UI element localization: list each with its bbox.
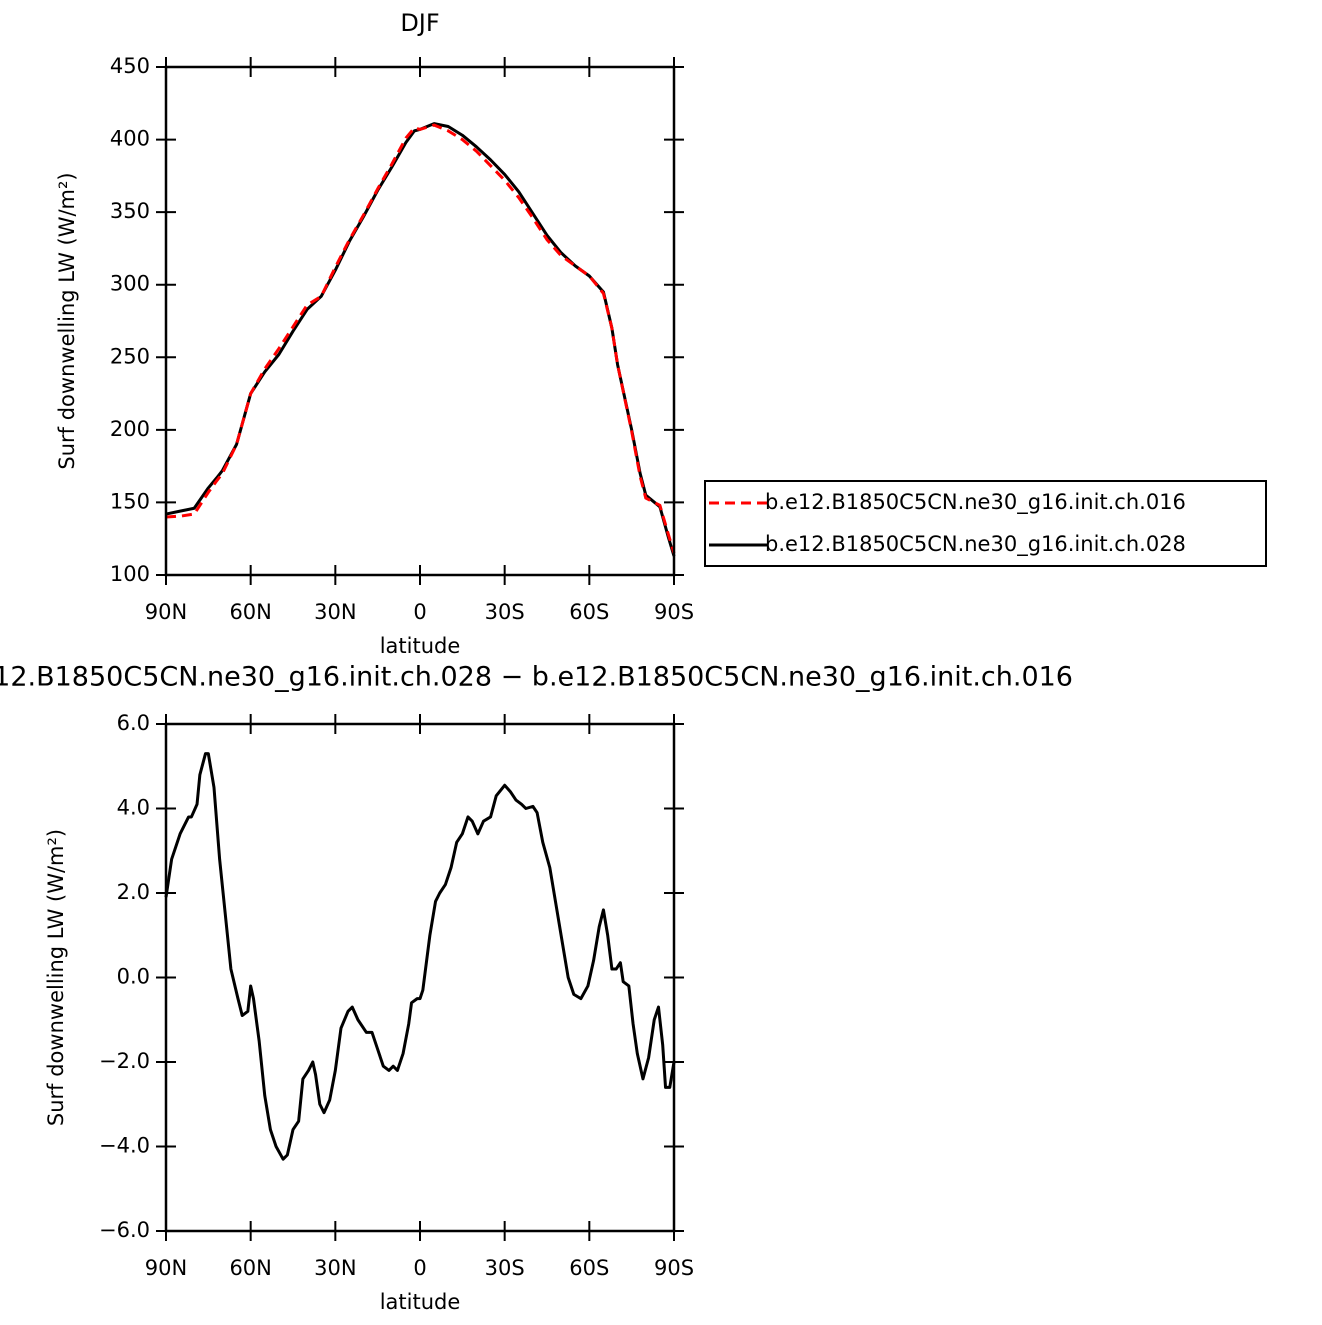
x-tick-label: 60N: [229, 1256, 271, 1280]
y-tick-label: 4.0: [117, 796, 150, 820]
y-tick-label: −2.0: [99, 1049, 150, 1073]
y-axis-label: Surf downwelling LW (W/m²): [44, 829, 68, 1126]
y-tick-label: −4.0: [99, 1134, 150, 1158]
y-tick-label: 6.0: [117, 711, 150, 735]
plot-frame: [164, 65, 676, 577]
x-tick-label: 30S: [485, 1256, 525, 1280]
x-axis-label: latitude: [380, 1290, 461, 1314]
x-axis-label: latitude: [380, 634, 461, 658]
y-tick-label: −6.0: [99, 1218, 150, 1242]
y-tick-label: 350: [110, 199, 150, 223]
data-line: [165, 122, 676, 557]
y-tick-label: 400: [110, 127, 150, 151]
x-tick-label: 60N: [229, 600, 271, 624]
plot-frame: [164, 722, 676, 1233]
y-tick-label: 450: [110, 54, 150, 78]
chart-title: DJF: [400, 9, 439, 37]
x-tick-label: 30N: [314, 600, 356, 624]
y-tick-label: 2.0: [117, 880, 150, 904]
y-tick-label: 300: [110, 272, 150, 296]
x-tick-label: 0: [413, 1256, 426, 1280]
legend-label: b.e12.B1850C5CN.ne30_g16.init.ch.028: [765, 532, 1186, 557]
y-tick-label: 150: [110, 489, 150, 513]
y-tick-label: 200: [110, 417, 150, 441]
y-tick-label: 100: [110, 562, 150, 586]
data-line: [165, 123, 676, 554]
x-tick-label: 0: [413, 600, 426, 624]
x-tick-label: 60S: [569, 600, 609, 624]
x-tick-label: 90S: [654, 1256, 694, 1280]
x-tick-label: 90N: [145, 600, 187, 624]
x-tick-label: 60S: [569, 1256, 609, 1280]
y-tick-label: 0.0: [117, 965, 150, 989]
y-axis-label: Surf downwelling LW (W/m²): [55, 172, 79, 469]
legend-label: b.e12.B1850C5CN.ne30_g16.init.ch.016: [765, 490, 1186, 515]
legend-box: [704, 480, 1267, 567]
chart-title: b.e12.B1850C5CN.ne30_g16.init.ch.028 − b…: [0, 662, 1073, 693]
y-tick-label: 250: [110, 344, 150, 368]
x-tick-label: 30N: [314, 1256, 356, 1280]
data-line: [164, 752, 676, 1161]
x-tick-label: 90S: [654, 600, 694, 624]
x-tick-label: 90N: [145, 1256, 187, 1280]
x-tick-label: 30S: [485, 600, 525, 624]
